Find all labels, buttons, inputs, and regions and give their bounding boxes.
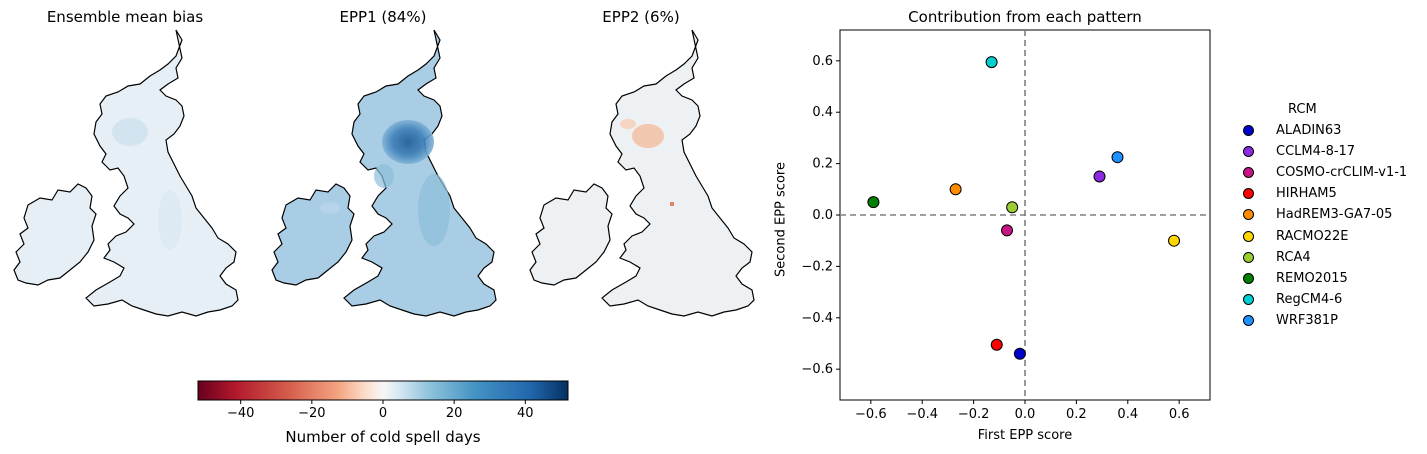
x-tick-label: −0.2 (958, 407, 990, 422)
pennines-band (418, 174, 450, 246)
map-title-epp1: EPP1 (84%) (339, 8, 427, 26)
colorbar-label: Number of cold spell days (285, 428, 481, 446)
legend-marker (1243, 315, 1254, 327)
legend-label: WRF381P (1276, 313, 1339, 329)
y-tick-label: 0.6 (812, 54, 833, 69)
map-title-epp2: EPP2 (6%) (602, 8, 680, 26)
scotland-red-patch (632, 124, 664, 148)
legend-label: COSMO-crCLIM-v1-1 (1276, 164, 1408, 180)
y-axis-label: Second EPP score (773, 162, 789, 277)
legend-item: RACMO22E (1240, 226, 1348, 246)
legend-item: HIRHAM5 (1240, 184, 1337, 204)
scotland-area (112, 118, 148, 146)
point-cclm4-8-17 (1093, 170, 1106, 183)
legend-marker (1243, 209, 1254, 221)
colorbar-tick-label: 40 (517, 406, 534, 421)
uk-map-2 (271, 29, 497, 317)
scatter-title: Contribution from each pattern (908, 8, 1142, 26)
legend-label: HadREM3-GA7-05 (1276, 207, 1393, 223)
y-tick-label: 0.4 (812, 105, 833, 120)
y-tick-label: −0.6 (801, 362, 833, 377)
colorbar-tick-label: 20 (446, 406, 463, 421)
colorbar-tick-label: −20 (298, 406, 325, 421)
legend-item: HadREM3-GA7-05 (1240, 205, 1392, 225)
legend-label: REMO2015 (1276, 270, 1348, 286)
southern-uplands (374, 164, 394, 188)
legend-title: RCM (1288, 102, 1317, 117)
x-tick-label: 0.0 (1015, 407, 1036, 422)
colorbar-tick-label: 0 (379, 406, 387, 421)
uk-map-1 (13, 29, 239, 317)
legend-item: RegCM4-6 (1240, 290, 1342, 310)
legend-item: REMO2015 (1240, 268, 1348, 288)
legend-item: WRF381P (1240, 311, 1338, 331)
legend-item: COSMO-crCLIM-v1-1 (1240, 162, 1407, 182)
uk-map-land (13, 29, 239, 317)
x-tick-label: −0.6 (855, 407, 887, 422)
legend-marker (1243, 166, 1254, 178)
x-tick-label: 0.4 (1117, 407, 1138, 422)
map-title-ensemble-mean-bias: Ensemble mean bias (46, 8, 204, 26)
legend-label: RCA4 (1276, 249, 1311, 265)
legend-marker (1243, 294, 1254, 306)
legend-item: RCA4 (1240, 247, 1311, 267)
uk-map-land (529, 29, 755, 317)
x-axis-label: First EPP score (977, 428, 1073, 443)
ireland-north (320, 202, 340, 214)
x-tick-label: −0.4 (906, 407, 938, 422)
legend-item: CCLM4-8-17 (1240, 141, 1355, 161)
point-regcm4-6 (985, 56, 998, 69)
uk-map-3 (529, 29, 755, 317)
legend-marker (1243, 272, 1254, 284)
y-tick-label: 0.0 (812, 208, 833, 223)
legend-marker (1243, 251, 1254, 263)
legend-label: RegCM4-6 (1276, 292, 1343, 308)
point-remo2015 (867, 196, 880, 209)
legend-marker (1243, 188, 1254, 200)
legend-label: CCLM4-8-17 (1276, 143, 1356, 159)
point-aladin63 (1013, 347, 1026, 360)
england-area (158, 190, 182, 250)
point-hirham5 (990, 338, 1003, 351)
legend-marker (1243, 230, 1254, 242)
x-tick-label: 0.6 (1169, 407, 1190, 422)
point-rca4 (1006, 201, 1019, 214)
y-tick-label: −0.2 (801, 259, 833, 274)
point-wrf381p (1111, 151, 1124, 164)
legend-label: HIRHAM5 (1276, 186, 1337, 202)
legend-marker (1243, 145, 1254, 157)
pennine-pixel (670, 202, 674, 206)
legend-item: ALADIN63 (1240, 120, 1341, 140)
y-tick-label: 0.2 (812, 157, 833, 172)
colorbar-tick-label: −40 (227, 406, 254, 421)
x-tick-label: 0.2 (1066, 407, 1087, 422)
legend-label: ALADIN63 (1276, 122, 1342, 138)
point-racmo22e (1168, 234, 1181, 247)
y-tick-label: −0.4 (801, 311, 833, 326)
point-cosmo-crclim-v1-1 (1001, 224, 1014, 237)
colorbar (197, 380, 569, 401)
legend-marker (1243, 124, 1254, 136)
highland-patch (620, 119, 636, 129)
legend-label: RACMO22E (1276, 228, 1349, 244)
scotland-hotspot (382, 120, 434, 164)
point-hadrem3-ga7-05 (949, 183, 962, 196)
